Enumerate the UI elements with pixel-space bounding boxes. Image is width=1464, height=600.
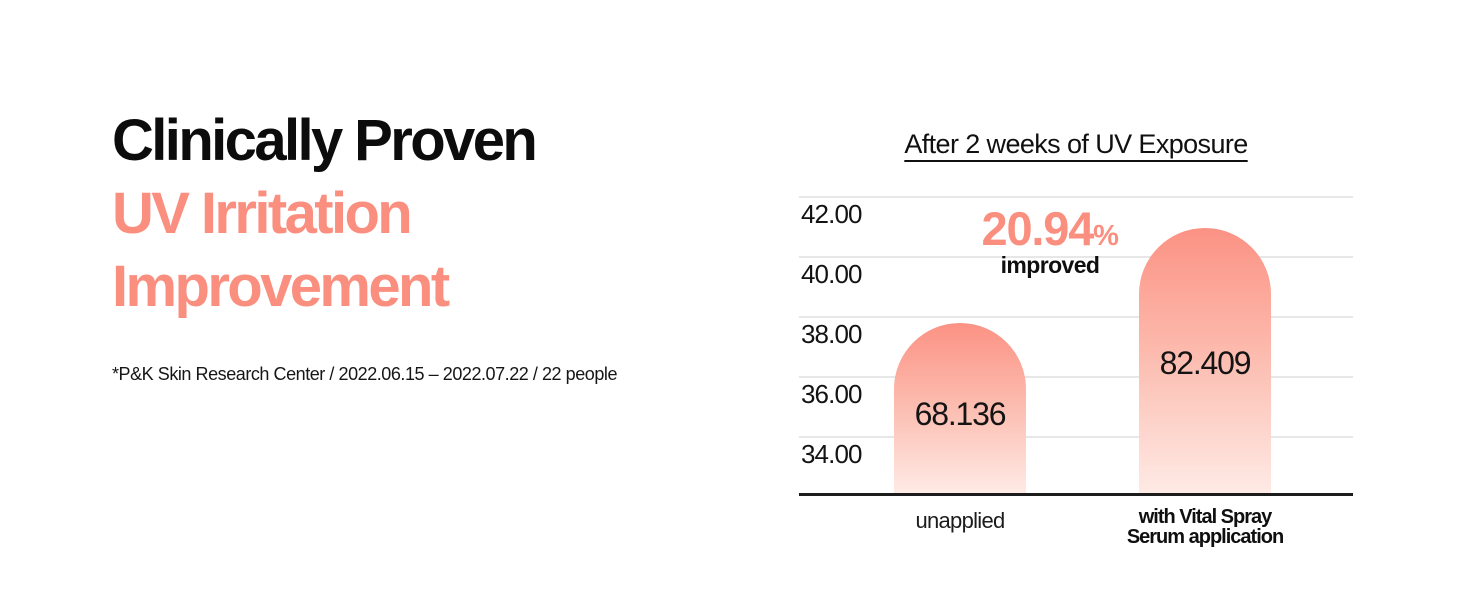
percent-sign: % — [1093, 220, 1119, 252]
bar-value-unapplied: 68.136 — [914, 396, 1007, 432]
bar-value-with-serum: 82.409 — [1159, 345, 1252, 381]
improvement-value: 20.94 — [981, 202, 1095, 255]
bar-with-serum — [1139, 228, 1271, 493]
y-axis-tick: 36.00 — [801, 379, 862, 409]
x-label-with-serum-line-2: Serum application — [1126, 526, 1284, 548]
headline-line-3: Improvement — [112, 254, 450, 319]
headline-line-1: Clinically Proven — [112, 108, 538, 173]
y-axis-tick: 38.00 — [801, 319, 862, 349]
x-axis-line — [799, 493, 1353, 496]
y-axis-tick: 34.00 — [801, 439, 862, 469]
gridline — [799, 376, 1353, 378]
bar-chart: 42.00 40.00 38.00 36.00 34.00 68.136 82.… — [799, 196, 1353, 496]
study-footnote: *P&K Skin Research Center / 2022.06.15 –… — [112, 364, 618, 384]
improvement-percentage: 20.94% — [930, 205, 1170, 252]
gridline — [799, 256, 1353, 258]
x-label-unapplied: unapplied — [915, 508, 1005, 533]
headline: Clinically Proven UV Irritation Improvem… — [112, 104, 538, 323]
improvement-callout: 20.94% improved — [930, 205, 1170, 277]
headline-line-2: UV Irritation — [112, 181, 413, 246]
y-axis-tick: 42.00 — [801, 199, 862, 229]
y-axis-tick: 40.00 — [801, 259, 862, 289]
gridline — [799, 316, 1353, 318]
bar-unapplied — [894, 323, 1026, 493]
gridline — [799, 436, 1353, 438]
x-label-with-serum-line-1: with Vital Spray — [1138, 506, 1273, 528]
gridline — [799, 196, 1353, 198]
improvement-label: improved — [1000, 252, 1100, 278]
x-label-with-serum: with Vital Spray Serum application — [1114, 507, 1296, 547]
chart-title-text: After 2 weeks of UV Exposure — [904, 129, 1248, 159]
chart-title: After 2 weeks of UV Exposure — [799, 129, 1353, 160]
